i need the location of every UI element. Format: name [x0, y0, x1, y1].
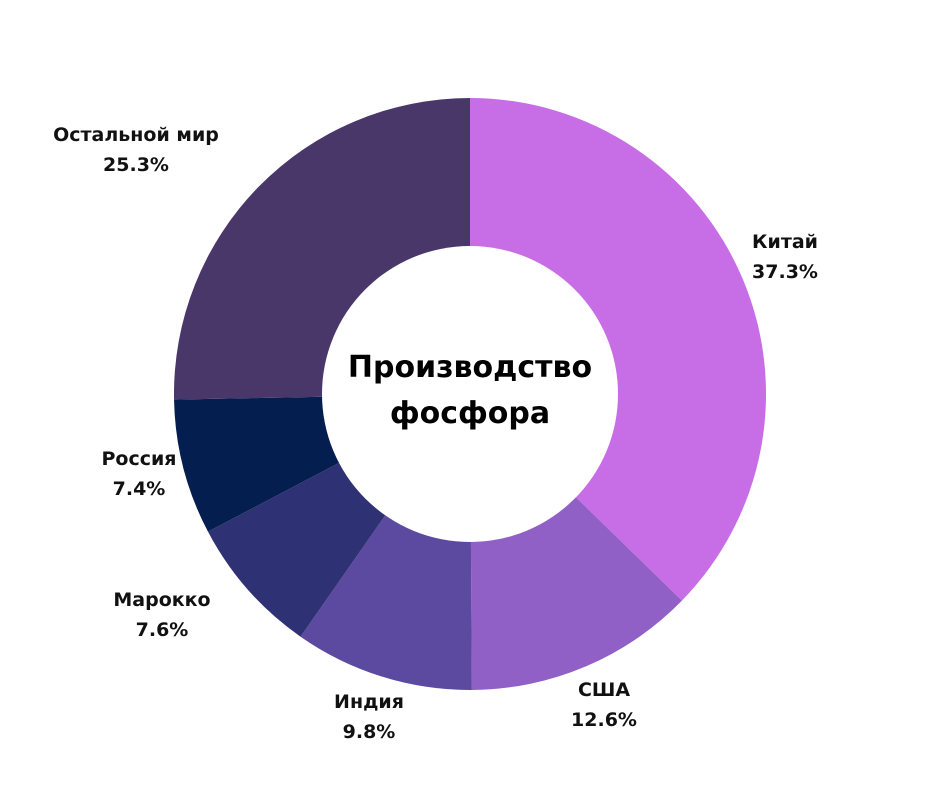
- slice-label-5: Остальной мир: [53, 124, 219, 146]
- slice-label-2: Индия: [334, 691, 404, 713]
- slice-value-5: 25.3%: [103, 154, 169, 176]
- slice-label-1: США: [578, 679, 630, 701]
- chart-title: Производство фосфора: [320, 345, 620, 437]
- slice-0: [470, 98, 767, 601]
- slice-label-0: Китай: [752, 231, 818, 253]
- slice-label-3: Марокко: [113, 589, 210, 611]
- chart-title-line-1: Производство: [347, 350, 593, 385]
- chart-title-line-2: фосфора: [389, 396, 551, 431]
- slice-value-2: 9.8%: [343, 721, 396, 743]
- slice-value-3: 7.6%: [136, 619, 189, 641]
- slice-value-0: 37.3%: [752, 261, 818, 283]
- slice-value-4: 7.4%: [113, 478, 166, 500]
- slice-label-4: Россия: [101, 448, 176, 470]
- slice-value-1: 12.6%: [571, 709, 637, 731]
- slice-labels: Китай 37.3% США 12.6% Индия 9.8% Марокко 7.6% Ро…: [53, 124, 818, 743]
- donut-hole: [322, 246, 618, 542]
